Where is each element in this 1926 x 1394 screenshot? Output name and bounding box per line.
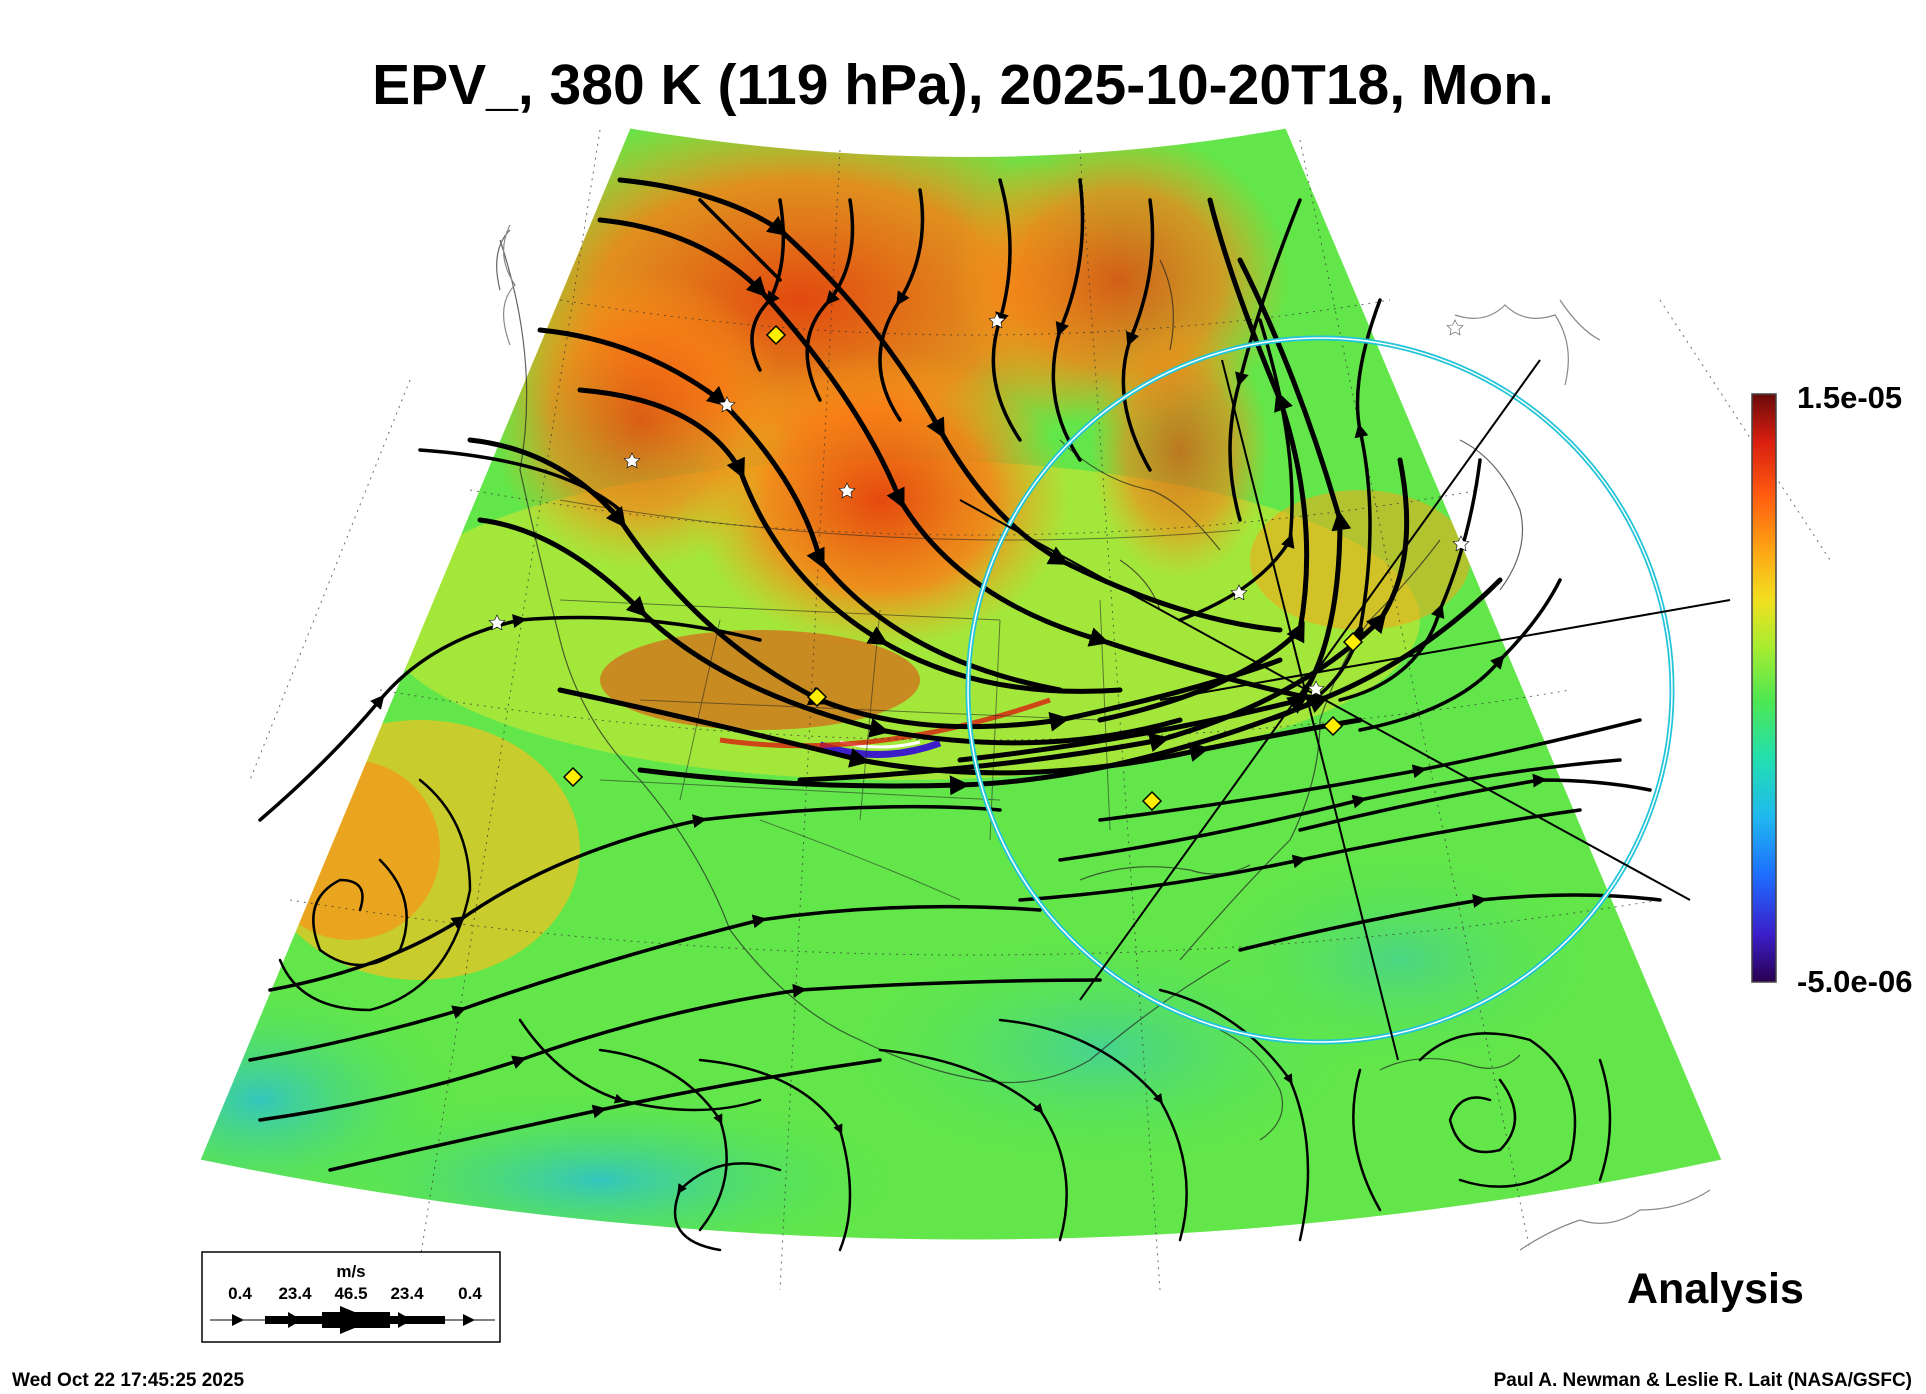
star-marker <box>988 312 1006 329</box>
star-marker <box>1307 680 1325 697</box>
diamond-marker <box>765 324 787 346</box>
track-lines <box>959 359 1731 1061</box>
star-marker <box>623 452 641 469</box>
star-marker <box>1446 319 1464 336</box>
wind-legend-value: 0.4 <box>458 1284 482 1303</box>
map-boundary <box>199 127 1723 1241</box>
wind-legend-value: 23.4 <box>278 1284 312 1303</box>
star-marker <box>838 482 856 499</box>
star-marker <box>718 396 736 413</box>
diamond-marker <box>806 686 828 708</box>
star-markers <box>488 312 1470 697</box>
colorbar-max-label: 1.5e-05 <box>1797 380 1903 415</box>
credit-label: Paul A. Newman & Leslie R. Lait (NASA/GS… <box>1493 1370 1912 1391</box>
star-marker <box>1452 535 1470 552</box>
star-marker <box>488 614 506 631</box>
page-title: EPV_, 380 K (119 hPa), 2025-10-20T18, Mo… <box>372 53 1554 117</box>
diamond-markers <box>562 324 1364 812</box>
wind-legend-value: 0.4 <box>228 1284 252 1303</box>
range-circle <box>965 335 1675 1045</box>
diamond-marker <box>1342 631 1364 653</box>
wind-legend <box>201 1251 501 1343</box>
timestamp: Wed Oct 22 17:45:25 2025 <box>12 1370 245 1391</box>
wind-legend-unit: m/s <box>336 1262 366 1281</box>
star-marker <box>1230 584 1248 601</box>
colorbar-min-label: -5.0e-06 <box>1797 964 1913 999</box>
analysis-label: Analysis <box>1627 1265 1804 1313</box>
colorbar <box>1751 393 1777 983</box>
diamond-marker <box>562 766 584 788</box>
diamond-marker <box>1322 715 1344 737</box>
outside-coastlines <box>502 224 1711 1251</box>
wind-legend-value: 46.5 <box>334 1284 368 1303</box>
diamond-marker <box>1141 790 1163 812</box>
wind-legend-value: 23.4 <box>390 1284 424 1303</box>
